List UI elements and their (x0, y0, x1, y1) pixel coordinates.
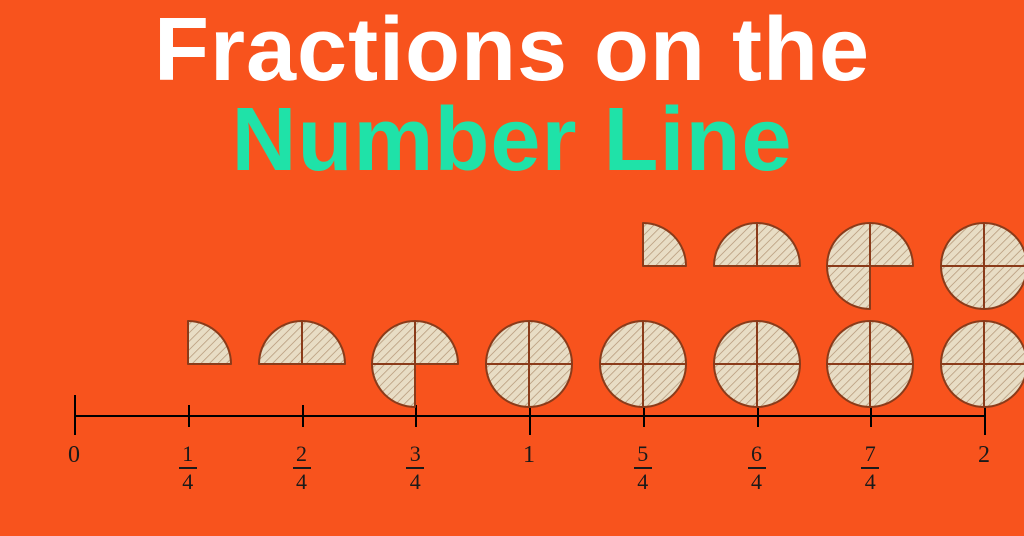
title-line-1: Fractions on the (0, 5, 1024, 95)
tick-label: 24 (293, 443, 311, 494)
tick-major (74, 395, 76, 435)
fraction-pie (143, 319, 233, 409)
fraction-pie (825, 319, 915, 409)
number-line-area: 014243415464742 (74, 415, 984, 535)
tick-label: 0 (68, 443, 80, 467)
fraction-label: 14 (179, 443, 197, 493)
fraction-label: 54 (634, 443, 652, 493)
tick-label: 74 (861, 443, 879, 494)
fraction-pie-stack (257, 319, 347, 409)
fraction-pie (257, 319, 347, 409)
fraction-label: 74 (861, 443, 879, 493)
fraction-pie (598, 319, 688, 409)
tick-label: 34 (406, 443, 424, 494)
tick-label: 14 (179, 443, 197, 494)
fraction-label: 34 (406, 443, 424, 493)
fraction-pie-stack (598, 221, 688, 409)
fraction-pie (939, 319, 1024, 409)
fraction-pie-stack (825, 221, 915, 409)
fraction-pie (370, 319, 460, 409)
title-area: Fractions on the Number Line (0, 5, 1024, 185)
fraction-pie (598, 221, 688, 311)
fraction-label: 24 (293, 443, 311, 493)
tick-label: 64 (748, 443, 766, 494)
tick-label: 2 (978, 443, 990, 467)
tick-label: 54 (634, 443, 652, 494)
fraction-pie-stack (712, 221, 802, 409)
title-line-2: Number Line (0, 95, 1024, 185)
fraction-pie (712, 319, 802, 409)
fraction-pie-stack (370, 319, 460, 409)
fraction-pie (712, 221, 802, 311)
fraction-pie (484, 319, 574, 409)
fraction-pie-stack (484, 319, 574, 409)
fraction-pie (939, 221, 1024, 311)
tick-label: 1 (523, 443, 535, 467)
fraction-pie (825, 221, 915, 311)
fraction-pie-stack (939, 221, 1024, 409)
fraction-pie-stack (143, 319, 233, 409)
fraction-label: 64 (748, 443, 766, 493)
